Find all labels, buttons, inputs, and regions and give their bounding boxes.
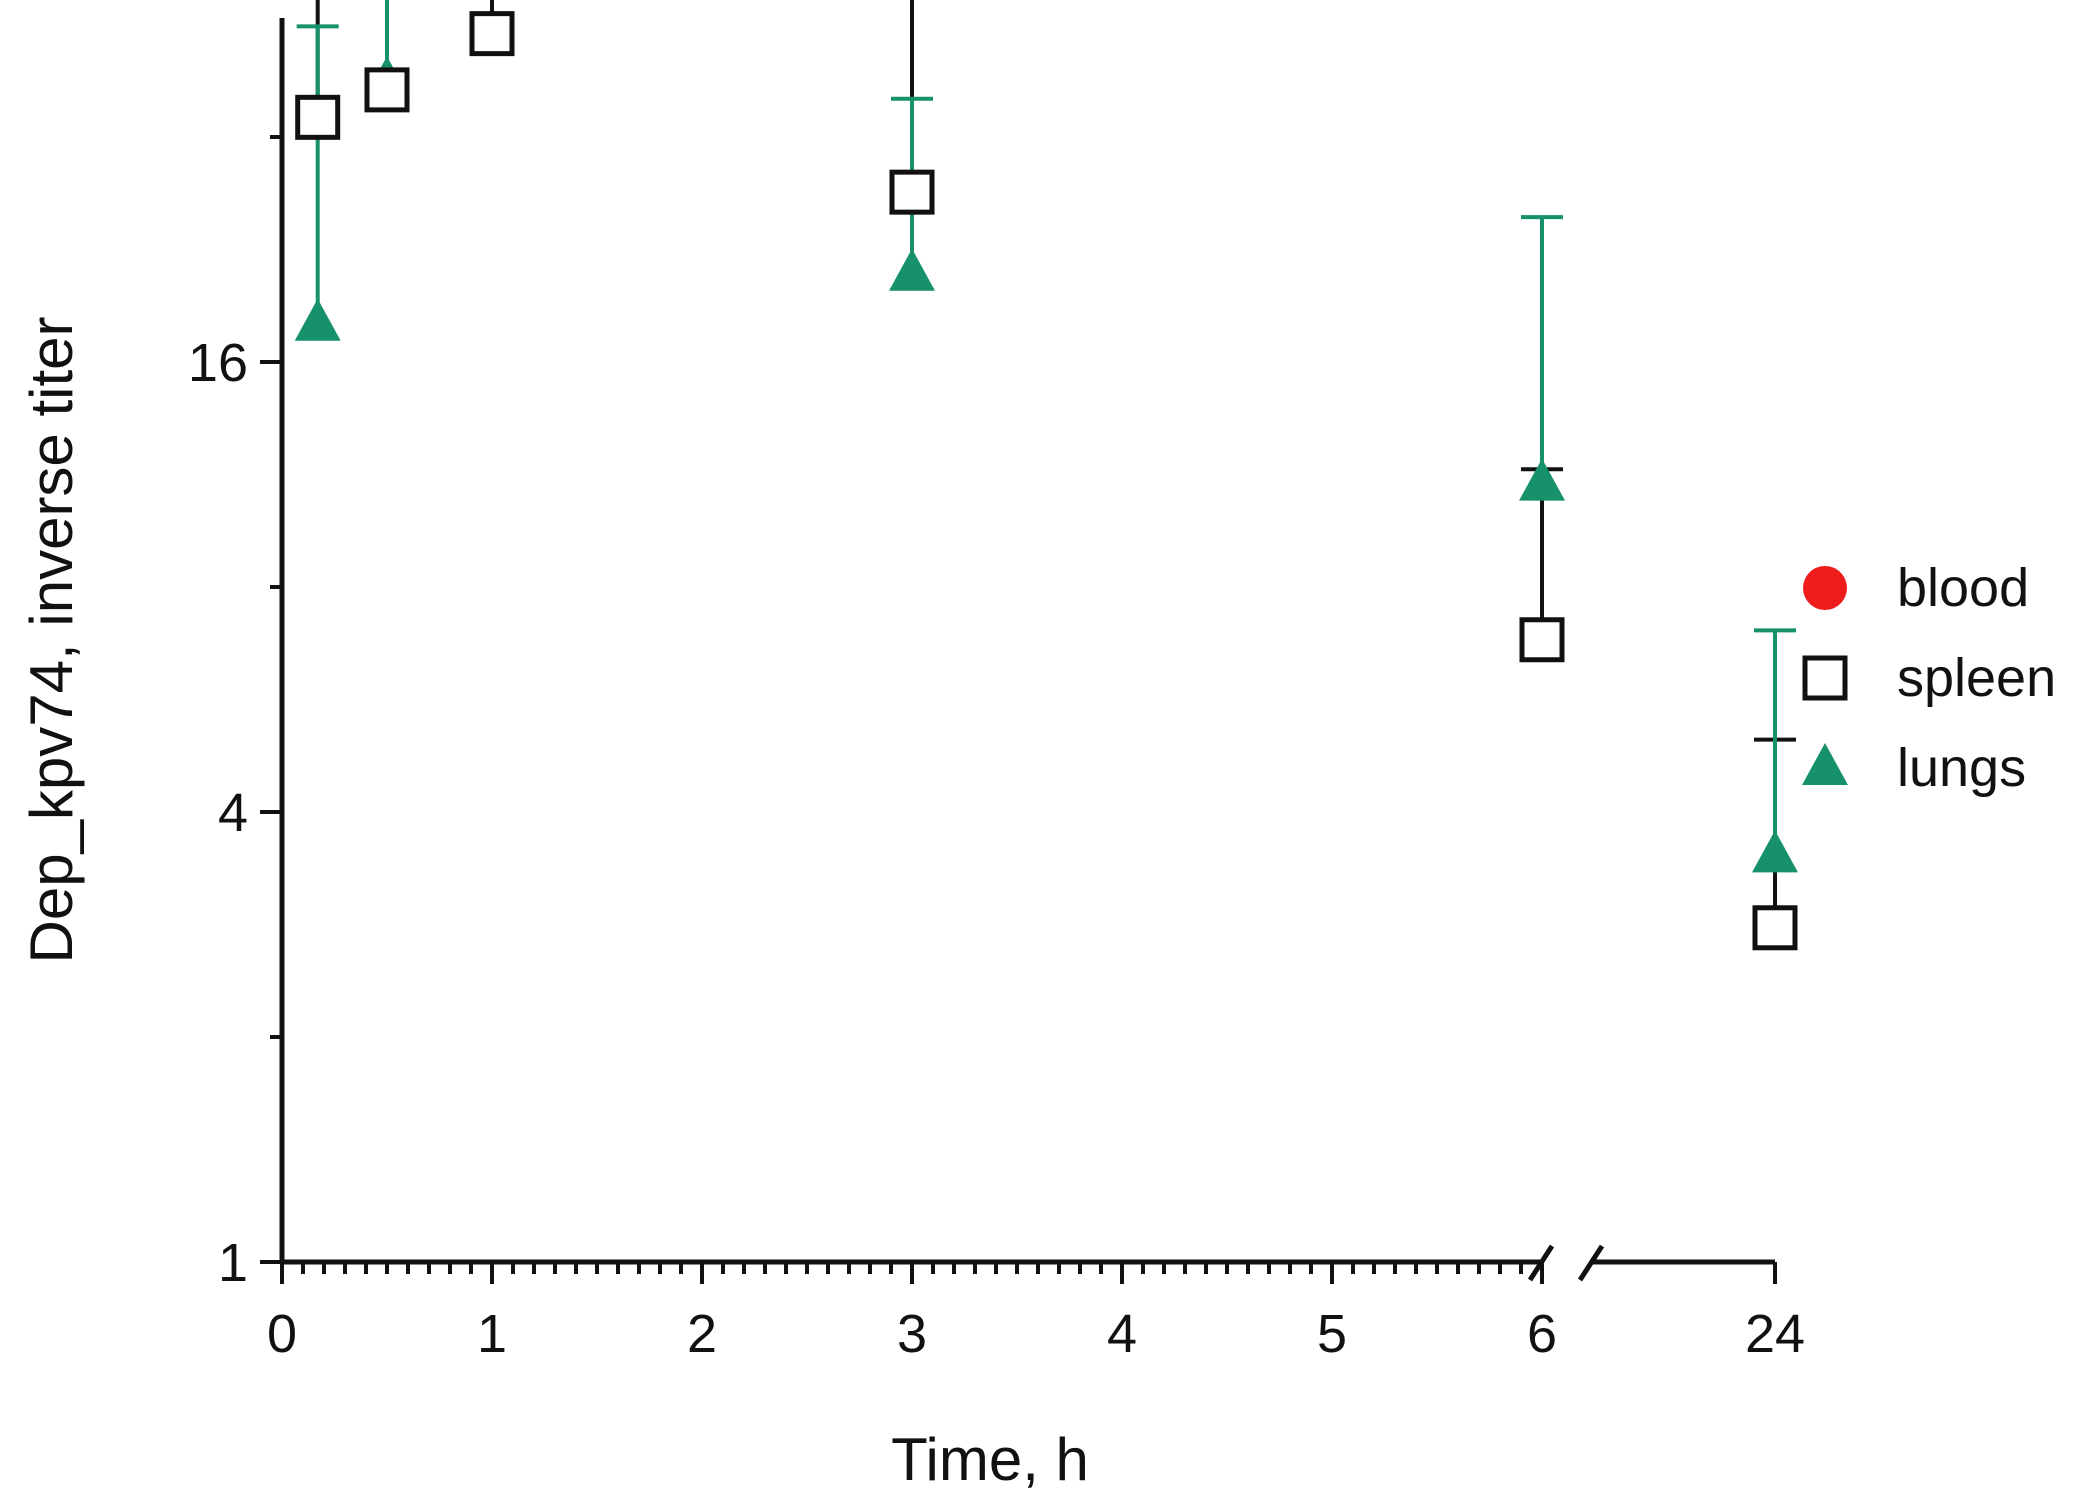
spleen-point xyxy=(1519,617,1565,663)
legend-marker-blood xyxy=(1803,566,1847,610)
legend: blood spleen lungs xyxy=(1802,558,2056,798)
spleen-point xyxy=(469,11,515,57)
x-tick-label: 6 xyxy=(1527,1304,1557,1364)
x-tick-label: 24 xyxy=(1745,1304,1805,1364)
spleen-point xyxy=(1752,905,1798,951)
x-tick-label: 0 xyxy=(267,1304,297,1364)
spleen-point xyxy=(295,94,341,140)
y-tick-label: 16 xyxy=(188,333,248,393)
x-tick-label: 1 xyxy=(477,1304,507,1364)
x-tick-label: 3 xyxy=(897,1304,927,1364)
lungs-point xyxy=(1752,830,1798,873)
x-tick-label: 2 xyxy=(687,1304,717,1364)
lungs-point xyxy=(294,298,341,341)
x-tick-label: 5 xyxy=(1317,1304,1347,1364)
spleen-point xyxy=(364,67,410,113)
legend-marker-spleen xyxy=(1802,655,1848,701)
x-axis-label: Time, h xyxy=(891,1426,1089,1493)
x-tick-label: 4 xyxy=(1107,1304,1137,1364)
spleen-point xyxy=(889,169,935,215)
x-axis-break-mark-2 xyxy=(1577,1244,1605,1282)
y-axis-label: Dep_kpv74, inverse titer xyxy=(18,317,85,964)
legend-marker-lungs xyxy=(1802,743,1848,785)
y-tick-label: 1 xyxy=(218,1233,248,1293)
ticks: 1416642561024012345624 xyxy=(188,135,1805,1364)
legend-label-spleen: spleen xyxy=(1897,648,2056,708)
legend-label-blood: blood xyxy=(1897,558,2029,618)
legend-label-lungs: lungs xyxy=(1897,738,2026,798)
y-tick-label: 4 xyxy=(218,783,248,843)
lungs-point xyxy=(889,248,935,291)
lungs-point xyxy=(1519,458,1565,501)
error-bars xyxy=(296,0,1796,928)
data-points xyxy=(294,11,1798,951)
